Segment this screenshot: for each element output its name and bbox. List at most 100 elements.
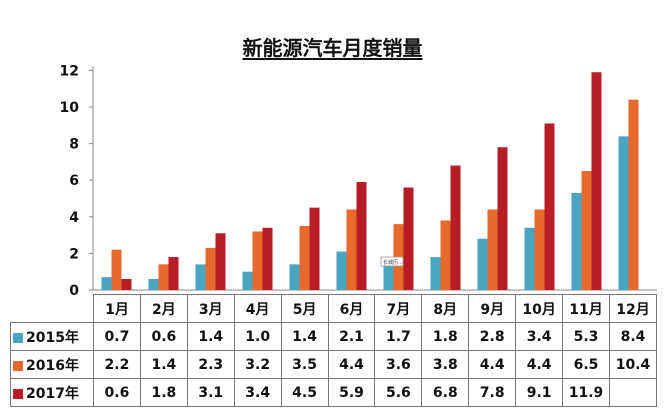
series-label: 2017年 [10,378,94,407]
table-cell: 1.8 [139,378,188,407]
bar [111,249,122,290]
bar [571,193,582,290]
annotation-text: 长城历... [383,259,403,266]
table-cell: 0.7 [93,322,141,351]
bar [289,264,300,290]
chart-title: 新能源汽车月度销量 [242,36,423,60]
bars [101,72,639,291]
table-cell: 1.8 [421,322,470,351]
bar [346,209,357,290]
table-row: 2016年 2.2 1.4 2.3 3.2 3.5 4.4 3.6 3.8 4.4 4.4 6.5 10… [10,350,658,379]
table-row: 2015年 0.7 0.6 1.4 1.0 1.4 2.1 1.7 1.8 2.8 3.4 5.3 8.… [10,322,658,351]
table-cell: 2.3 [186,350,235,379]
table-cell: 4.5 [280,378,329,407]
table-cell: 3.2 [233,350,282,379]
table-cell: 0.6 [93,378,141,407]
bar [356,182,367,290]
table-cell: 1.0 [233,322,282,351]
bar [242,271,253,290]
category-label: 8月 [421,294,470,323]
bar [618,136,629,290]
y-tick-label: 4 [69,210,79,226]
y-tick-label: 12 [60,63,79,79]
category-label: 12月 [608,294,658,323]
bar [148,279,159,290]
bar [383,258,394,290]
annotation-box [380,256,404,267]
table-row: 2017年 0.6 1.8 3.1 3.4 4.5 5.9 5.6 6.8 7.8 9.1 11.9 [10,378,658,407]
table-cell: 1.4 [280,322,329,351]
table-cell: 4.4 [468,350,517,379]
bar [524,227,535,290]
category-label: 9月 [468,294,517,323]
table-cell: 5.3 [562,322,610,351]
bar [336,251,347,290]
legend-swatch [13,388,23,399]
table-cell: 6.5 [562,350,610,379]
bar [158,264,169,290]
y-tick-label: 0 [69,283,79,299]
table-cell: 1.4 [186,322,235,351]
y-tick-label: 10 [60,100,80,116]
bar [168,257,179,290]
y-tick-label: 6 [69,173,79,189]
series-name: 2017年 [26,385,79,402]
category-label: 6月 [327,294,376,323]
table-cell [608,378,658,407]
table-cell: 11.9 [562,378,610,407]
table-cell: 3.6 [374,350,423,379]
bar [101,277,112,290]
category-label: 11月 [562,294,610,323]
bar [534,209,545,290]
category-label: 2月 [139,294,188,323]
table-cell: 4.4 [515,350,564,379]
category-label: 1月 [93,294,141,323]
table-cell: 8.4 [608,322,658,351]
category-label: 3月 [186,294,235,323]
table-cell: 3.8 [421,350,470,379]
table-cell: 4.4 [327,350,376,379]
bar [121,279,132,290]
series-label: 2015年 [10,322,94,351]
category-label: 7月 [374,294,423,323]
y-tick-label: 2 [69,246,79,262]
bar [215,233,226,290]
data-table: 1月 2月 3月 4月 5月 6月 7月 8月 9月 10月 11月 12月 2015年 0.7 0.6 1… [10,294,658,407]
table-cell: 2.1 [327,322,376,351]
table-cell: 6.8 [421,378,470,407]
bar [205,247,216,290]
bar [477,238,488,290]
table-cell: 9.1 [515,378,564,407]
table-cell: 10.4 [608,350,658,379]
series-label: 2016年 [10,350,94,379]
bar [581,171,592,290]
category-label: 4月 [233,294,282,323]
bar [487,209,498,290]
series-name: 2015年 [26,329,79,346]
table-corner [10,294,94,323]
bar [497,147,508,290]
bar [403,187,414,290]
category-header-row: 1月 2月 3月 4月 5月 6月 7月 8月 9月 10月 11月 12月 [10,294,658,323]
y-tick-label: 8 [69,137,79,153]
table-cell: 7.8 [468,378,517,407]
table-cell: 1.4 [139,350,188,379]
series-name: 2016年 [26,357,79,374]
bar [544,123,555,290]
table-cell: 0.6 [139,322,188,351]
bar [252,231,263,290]
table-cell: 3.5 [280,350,329,379]
table-cell: 5.9 [327,378,376,407]
bar [440,220,451,290]
legend-swatch [13,360,23,371]
category-label: 5月 [280,294,329,323]
table-cell: 3.4 [515,322,564,351]
table-cell: 5.6 [374,378,423,407]
bar [628,99,639,291]
bar [430,257,441,290]
bar [262,227,273,290]
category-label: 10月 [515,294,564,323]
bar [309,207,320,290]
table-cell: 3.1 [186,378,235,407]
